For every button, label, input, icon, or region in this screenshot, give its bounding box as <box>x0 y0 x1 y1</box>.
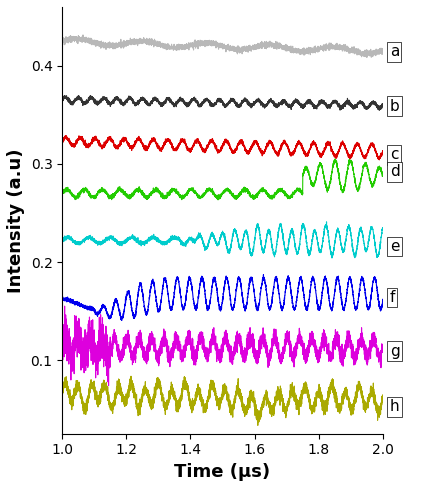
Text: c: c <box>389 147 398 163</box>
Text: f: f <box>389 290 394 305</box>
Text: a: a <box>389 44 398 60</box>
Text: e: e <box>389 239 398 254</box>
Text: g: g <box>389 344 398 359</box>
Text: b: b <box>389 99 398 114</box>
Text: d: d <box>389 164 398 179</box>
Text: h: h <box>389 399 398 414</box>
X-axis label: Time (μs): Time (μs) <box>174 463 270 481</box>
Y-axis label: Intensity (a.u): Intensity (a.u) <box>7 148 25 293</box>
